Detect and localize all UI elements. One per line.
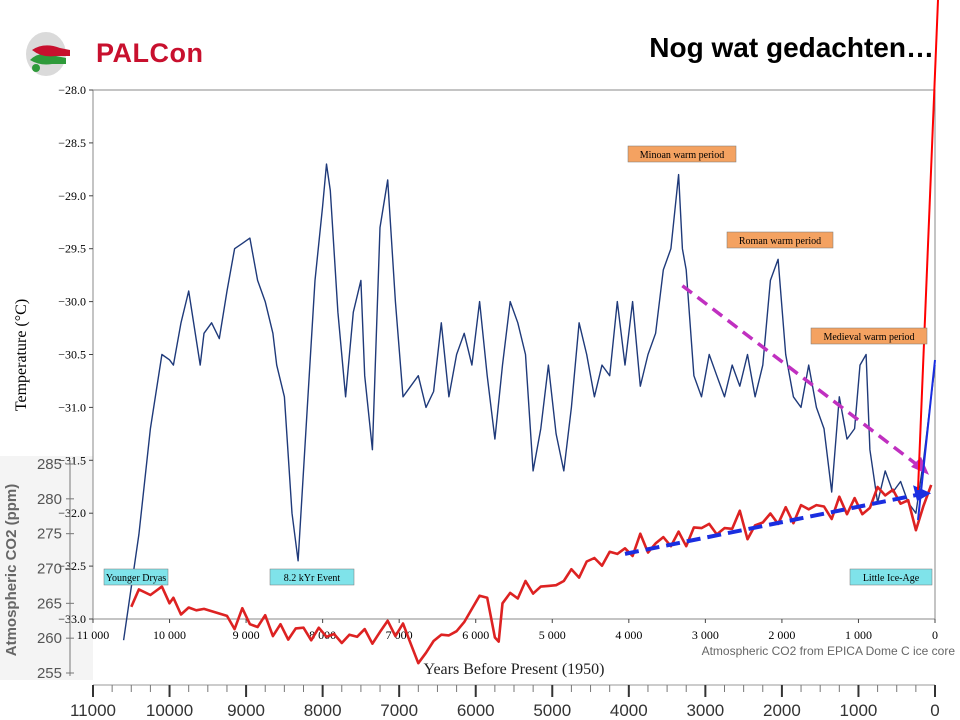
co2-y-tick-label: 270 <box>37 561 62 578</box>
co2-y-tick-label: 265 <box>37 595 62 612</box>
temp-y-tick-label: −29.5 <box>58 242 86 256</box>
co2-y-tick-label: 285 <box>37 456 62 473</box>
bottom-tick-label: 9000 <box>227 701 265 720</box>
temp-y-tick-label: −30.0 <box>58 295 86 309</box>
palcon-logo: PALCon <box>22 28 212 80</box>
co2-recent-uptick <box>917 0 939 491</box>
annotation-box <box>849 568 933 586</box>
annotation-box <box>627 145 737 163</box>
temp-y-tick-label: −32.0 <box>58 506 86 520</box>
palcon-hands-icon <box>26 32 70 76</box>
temp-y-tick-label: −28.0 <box>58 83 86 97</box>
temp-x-tick-label: 1 000 <box>845 628 872 642</box>
annotation-box <box>269 568 355 586</box>
annotation-box <box>810 327 928 345</box>
temp-y-axis-label: Temperature (°C) <box>13 299 30 411</box>
co2-y-tick-label: 260 <box>37 630 62 647</box>
annotation-box <box>726 231 834 249</box>
temp-x-axis-label: Years Before Present (1950) <box>424 661 605 678</box>
temp-x-tick-label: 10 000 <box>153 628 186 642</box>
slide-title: Nog wat gedachten… <box>649 32 934 63</box>
temp-x-tick-label: 0 <box>932 628 938 642</box>
bottom-tick-label: 0 <box>930 701 939 720</box>
temp-x-tick-label: 3 000 <box>692 628 719 642</box>
trend-temperature-line <box>681 284 927 473</box>
bottom-tick-label: 1000 <box>840 701 878 720</box>
trend-co2-line <box>624 491 926 556</box>
temperature-recent-uptick <box>917 359 936 521</box>
annotation-label: Minoan warm period <box>640 150 724 161</box>
annotation-label: Roman warm period <box>739 236 821 247</box>
bottom-tick-label: 7000 <box>380 701 418 720</box>
temp-y-tick-label: −31.0 <box>58 400 86 414</box>
temp-y-tick-label: −28.5 <box>58 136 86 150</box>
temp-y-tick-label: −33.0 <box>58 612 86 626</box>
temp-y-tick-label: −30.5 <box>58 348 86 362</box>
temp-x-tick-label: 9 000 <box>233 628 260 642</box>
annotation-label: 8.2 kYr Event <box>284 573 341 584</box>
co2-y-tick-label: 280 <box>37 491 62 508</box>
temp-x-tick-label: 5 000 <box>539 628 566 642</box>
bottom-tick-label: 2000 <box>763 701 801 720</box>
bottom-tick-label: 8000 <box>304 701 342 720</box>
chart-background <box>0 76 960 720</box>
temp-y-tick-label: −32.5 <box>58 559 86 573</box>
bottom-tick-label: 6000 <box>457 701 495 720</box>
temp-x-tick-label: 4 000 <box>615 628 642 642</box>
annotation-box <box>103 568 169 586</box>
temp-y-tick-label: −31.5 <box>58 453 86 467</box>
co2-x-axis-label: Atmospheric CO2 from EPICA Dome C ice co… <box>702 644 956 658</box>
co2-y-axis-label: Atmospheric CO2 (ppm) <box>3 484 20 657</box>
temp-y-tick-label: −29.0 <box>58 189 86 203</box>
temp-x-tick-label: 2 000 <box>768 628 795 642</box>
bottom-tick-label: 3000 <box>686 701 724 720</box>
annotation-label: Younger Dryas <box>106 573 166 584</box>
trend-temperature-arrowhead <box>911 456 930 475</box>
bottom-tick-label: 4000 <box>610 701 648 720</box>
bottom-tick-label: 5000 <box>533 701 571 720</box>
co2-y-tick-label: 275 <box>37 526 62 543</box>
logo-text: PALCon <box>96 38 204 68</box>
temp-x-tick-label: 6 000 <box>462 628 489 642</box>
co2-y-tick-label: 255 <box>37 665 62 682</box>
temp-x-tick-label: 11 000 <box>77 628 110 642</box>
bottom-tick-label: 11000 <box>70 701 116 720</box>
annotation-label: Medieval warm period <box>823 332 914 343</box>
annotation-label: Little Ice-Age <box>863 573 920 584</box>
bottom-tick-label: 10000 <box>146 701 193 720</box>
co2-axis-panel <box>0 456 93 680</box>
